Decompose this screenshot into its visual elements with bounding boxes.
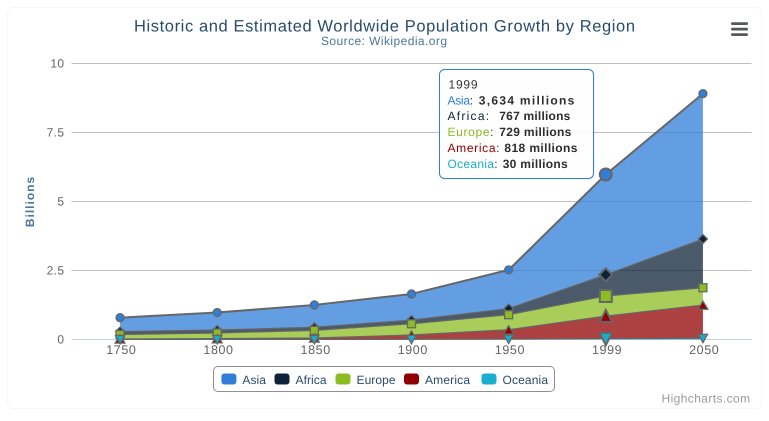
svg-text:Historic and Estimated Worldwi: Historic and Estimated Worldwide Populat… bbox=[134, 18, 635, 36]
svg-text:2.5: 2.5 bbox=[47, 264, 65, 278]
svg-text:729 millions: 729 millions bbox=[499, 125, 571, 139]
svg-text:Oceania: Oceania bbox=[503, 373, 549, 387]
svg-text:0: 0 bbox=[57, 333, 64, 347]
svg-text:30 millions: 30 millions bbox=[503, 157, 568, 171]
svg-text:Europe:: Europe: bbox=[448, 125, 494, 139]
svg-text:Asia: Asia bbox=[242, 373, 266, 387]
svg-text:7.5: 7.5 bbox=[47, 126, 65, 140]
svg-text:Oceania:: Oceania: bbox=[448, 157, 498, 171]
svg-text:Billions: Billions bbox=[23, 176, 37, 227]
svg-text:1900: 1900 bbox=[398, 343, 428, 357]
svg-text:Asia:: Asia: bbox=[448, 93, 474, 107]
svg-text:1999: 1999 bbox=[449, 78, 478, 92]
svg-text:America: America bbox=[425, 373, 470, 387]
svg-text:3,634 millions: 3,634 millions bbox=[479, 93, 575, 107]
svg-text:Africa: Africa bbox=[296, 373, 327, 387]
svg-text:10: 10 bbox=[50, 57, 64, 71]
svg-text:1950: 1950 bbox=[495, 343, 525, 357]
svg-text:767 millions: 767 millions bbox=[499, 109, 570, 123]
svg-text:America:: America: bbox=[448, 141, 500, 155]
svg-text:1800: 1800 bbox=[203, 343, 233, 357]
svg-text:1750: 1750 bbox=[106, 343, 136, 357]
svg-text:Source: Wikipedia.org: Source: Wikipedia.org bbox=[321, 34, 447, 48]
svg-text:2050: 2050 bbox=[689, 343, 719, 357]
svg-text:Africa:: Africa: bbox=[448, 109, 490, 123]
svg-text:5: 5 bbox=[57, 195, 64, 209]
svg-text:1850: 1850 bbox=[301, 343, 331, 357]
svg-text:1999: 1999 bbox=[592, 343, 622, 357]
svg-text:Highcharts.com: Highcharts.com bbox=[662, 392, 751, 406]
svg-text:Europe: Europe bbox=[357, 373, 396, 387]
svg-text:818 millions: 818 millions bbox=[504, 141, 577, 155]
